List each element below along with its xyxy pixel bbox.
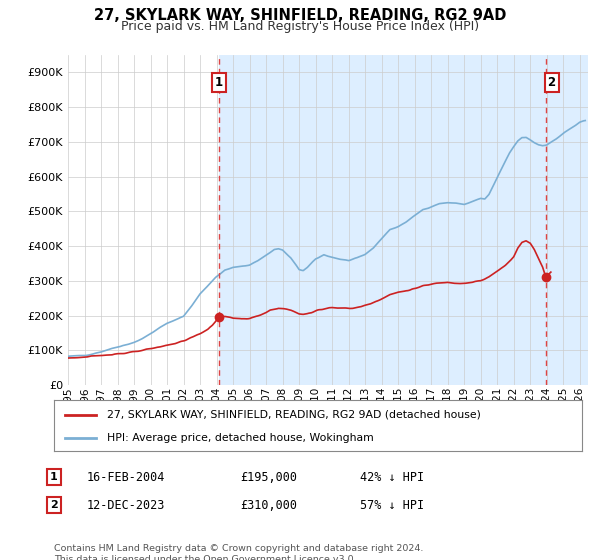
Text: 57% ↓ HPI: 57% ↓ HPI — [360, 498, 424, 512]
Text: 2: 2 — [548, 76, 556, 89]
Text: 42% ↓ HPI: 42% ↓ HPI — [360, 470, 424, 484]
Text: 1: 1 — [50, 472, 58, 482]
Text: 2: 2 — [50, 500, 58, 510]
Text: 1: 1 — [214, 76, 223, 89]
Text: 27, SKYLARK WAY, SHINFIELD, READING, RG2 9AD: 27, SKYLARK WAY, SHINFIELD, READING, RG2… — [94, 8, 506, 24]
Text: £195,000: £195,000 — [240, 470, 297, 484]
Text: HPI: Average price, detached house, Wokingham: HPI: Average price, detached house, Woki… — [107, 433, 374, 443]
Text: 16-FEB-2004: 16-FEB-2004 — [87, 470, 166, 484]
Text: Contains HM Land Registry data © Crown copyright and database right 2024.
This d: Contains HM Land Registry data © Crown c… — [54, 544, 424, 560]
Text: 12-DEC-2023: 12-DEC-2023 — [87, 498, 166, 512]
Text: £310,000: £310,000 — [240, 498, 297, 512]
Bar — [218, 55, 600, 385]
Text: Price paid vs. HM Land Registry's House Price Index (HPI): Price paid vs. HM Land Registry's House … — [121, 20, 479, 32]
Text: 27, SKYLARK WAY, SHINFIELD, READING, RG2 9AD (detached house): 27, SKYLARK WAY, SHINFIELD, READING, RG2… — [107, 409, 481, 419]
